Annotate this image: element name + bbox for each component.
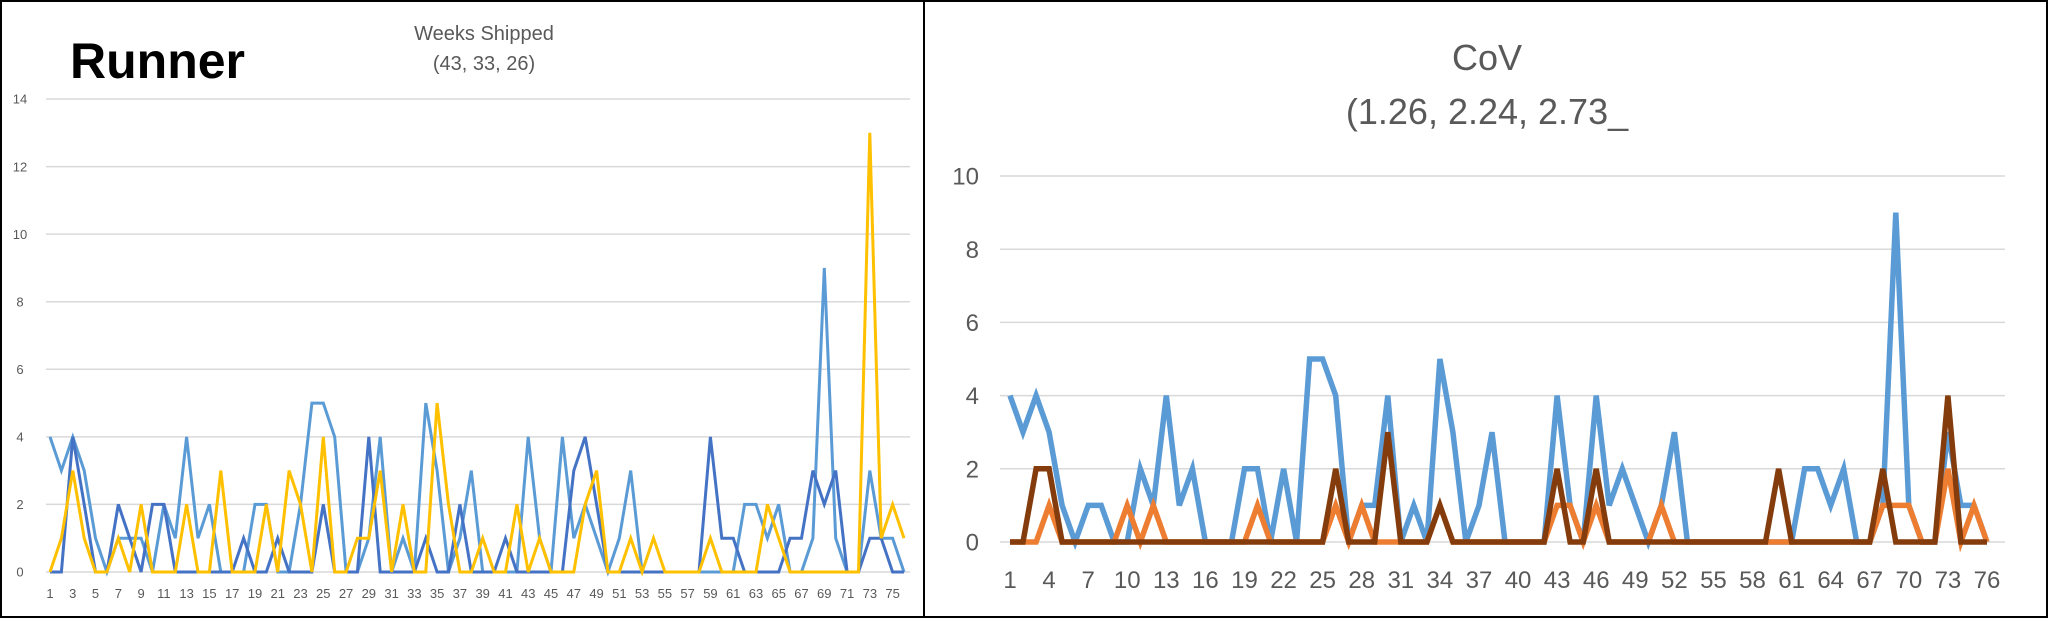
x-tick-label: 76: [1974, 567, 2001, 594]
chart-subtitle: (1.26, 2.24, 2.73_: [1346, 91, 1629, 132]
x-tick-label: 57: [680, 586, 694, 601]
x-tick-label: 53: [635, 586, 649, 601]
x-tick-label: 43: [1544, 567, 1571, 594]
x-tick-label: 27: [339, 586, 353, 601]
series-line-3: [1010, 395, 1987, 545]
x-tick-label: 55: [658, 586, 672, 601]
x-tick-label: 69: [817, 586, 831, 601]
x-tick-label: 4: [1042, 567, 1055, 594]
x-tick-label: 52: [1661, 567, 1688, 594]
y-tick-label: 8: [16, 294, 23, 309]
weeks-shipped-panel: Weeks Shipped (43, 33, 26) 0 2 4 6 8 10 12 14 1 3 5 7…: [0, 0, 925, 618]
x-tick-label: 46: [1583, 567, 1610, 594]
y-tick-label: 12: [13, 159, 27, 174]
x-tick-label: 43: [521, 586, 535, 601]
x-tick-label: 13: [1153, 567, 1180, 594]
x-tick-label: 21: [270, 586, 284, 601]
x-tick-label: 41: [498, 586, 512, 601]
chart-subtitle: (43, 33, 26): [433, 53, 535, 75]
x-tick-label: 65: [772, 586, 786, 601]
chart-title: CoV: [1452, 37, 1522, 78]
x-tick-label: 40: [1505, 567, 1532, 594]
x-tick-label: 33: [407, 586, 421, 601]
series-line-1: [1007, 212, 1990, 551]
series-line-3: [48, 132, 906, 577]
x-tick-label: 73: [1935, 567, 1962, 594]
x-tick-label: 10: [1114, 567, 1141, 594]
x-tick-label: 15: [202, 586, 216, 601]
x-tick-label: 16: [1192, 567, 1219, 594]
x-tick-label: 7: [1081, 567, 1094, 594]
x-tick-label: 34: [1427, 567, 1454, 594]
x-tick-label: 11: [157, 586, 171, 601]
x-tick-label: 1: [1003, 567, 1016, 594]
x-tick-label: 35: [430, 586, 444, 601]
x-tick-label: 3: [69, 586, 76, 601]
x-tick-label: 75: [885, 586, 899, 601]
y-tick-label: 4: [966, 383, 979, 410]
x-tick-label: 1: [46, 586, 53, 601]
x-tick-label: 31: [384, 586, 398, 601]
x-tick-label: 59: [703, 586, 717, 601]
x-tick-label: 70: [1895, 567, 1922, 594]
x-tick-label: 13: [179, 586, 193, 601]
x-tick-label: 55: [1700, 567, 1727, 594]
x-tick-label: 31: [1387, 567, 1414, 594]
x-tick-label: 25: [316, 586, 330, 601]
x-tick-label: 23: [293, 586, 307, 601]
x-tick-label: 37: [453, 586, 467, 601]
x-tick-label: 5: [92, 586, 99, 601]
x-tick-label: 67: [1856, 567, 1883, 594]
x-tick-label: 61: [726, 586, 740, 601]
x-tick-label: 47: [567, 586, 581, 601]
x-tick-label: 28: [1348, 567, 1375, 594]
x-tick-label: 7: [115, 586, 122, 601]
x-tick-label: 29: [362, 586, 376, 601]
y-tick-label: 2: [966, 456, 979, 483]
series-line-2: [50, 436, 904, 574]
x-tick-label: 17: [225, 586, 239, 601]
runner-label: Runner: [70, 33, 245, 89]
x-tick-label: 61: [1778, 567, 1805, 594]
x-tick-label: 9: [137, 586, 144, 601]
chart-title: Weeks Shipped: [414, 23, 554, 45]
y-tick-label: 14: [13, 92, 27, 107]
x-tick-label: 37: [1466, 567, 1493, 594]
x-tick-label: 19: [1231, 567, 1258, 594]
x-tick-label: 63: [749, 586, 763, 601]
x-tick-label: 71: [840, 586, 854, 601]
x-tick-label: 19: [248, 586, 262, 601]
x-tick-label: 51: [612, 586, 626, 601]
x-tick-label: 67: [794, 586, 808, 601]
y-tick-label: 0: [966, 530, 979, 557]
x-tick-label: 25: [1309, 567, 1336, 594]
y-tick-label: 0: [16, 565, 23, 580]
x-tick-label: 39: [475, 586, 489, 601]
x-tick-label: 49: [1622, 567, 1649, 594]
x-tick-label: 73: [863, 586, 877, 601]
series-line-1: [48, 267, 906, 577]
cov-panel: CoV (1.26, 2.24, 2.73_ 0 2 4 6 8 10 1 4 7 10 13 16 19 2…: [923, 0, 2048, 618]
y-tick-label: 6: [966, 310, 979, 337]
x-tick-label: 45: [544, 586, 558, 601]
x-tick-label: 64: [1817, 567, 1844, 594]
x-tick-label: 58: [1739, 567, 1766, 594]
y-tick-label: 2: [16, 497, 23, 512]
y-tick-label: 6: [16, 362, 23, 377]
x-tick-label: 49: [589, 586, 603, 601]
y-tick-label: 4: [16, 430, 23, 445]
y-tick-label: 10: [952, 164, 979, 191]
x-tick-label: 22: [1270, 567, 1297, 594]
y-tick-label: 8: [966, 237, 979, 264]
y-tick-label: 10: [13, 227, 27, 242]
